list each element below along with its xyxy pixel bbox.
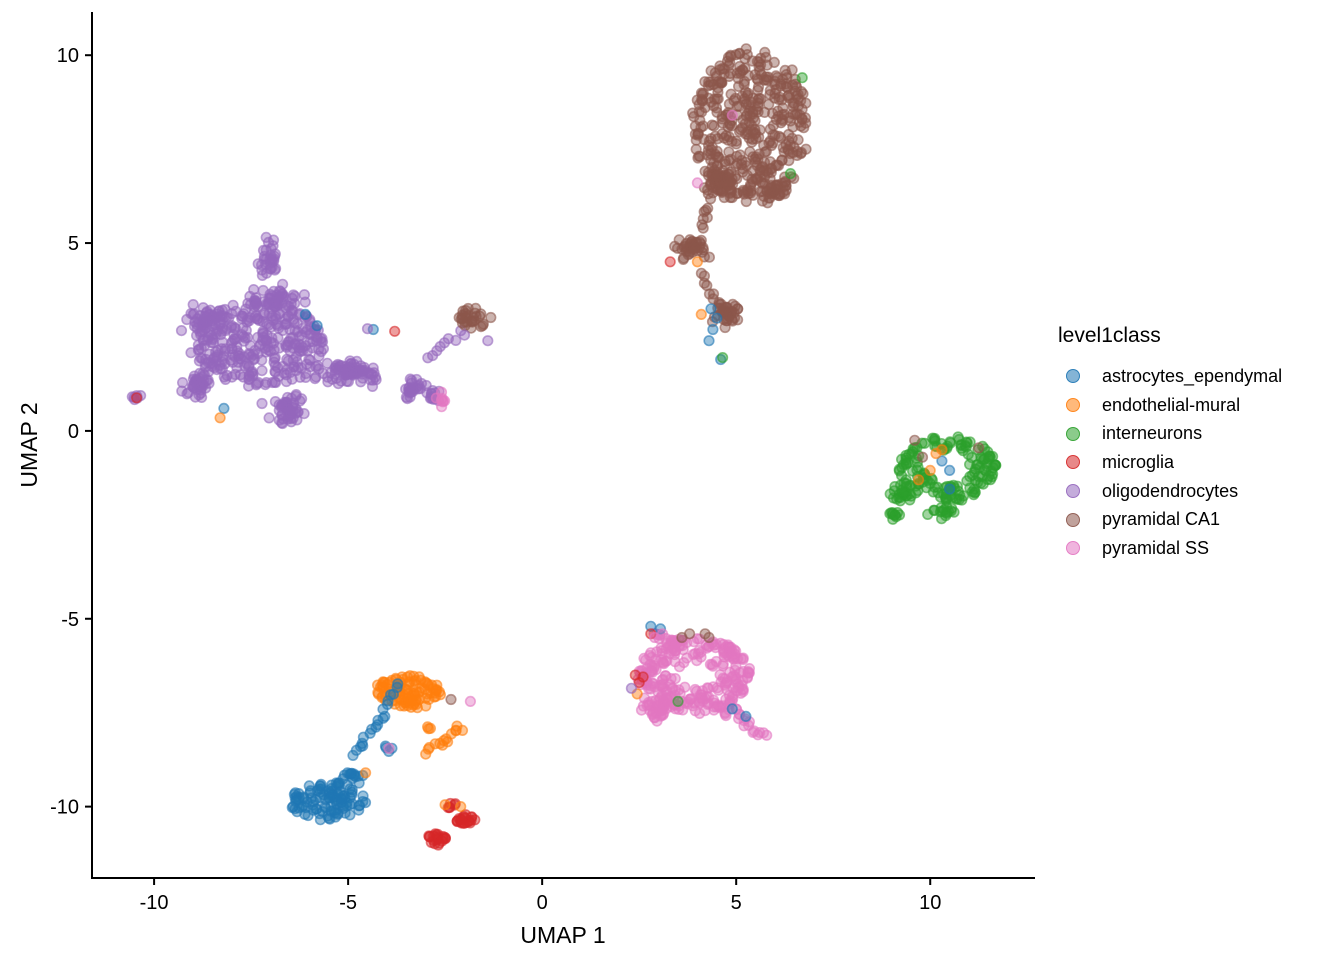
- cluster-points: [126, 43, 1002, 851]
- legend-dot-icon: [1066, 398, 1080, 413]
- legend-item: pyramidal SS: [1056, 534, 1282, 563]
- x-axis-label: UMAP 1: [520, 922, 605, 948]
- legend-item-label: pyramidal SS: [1102, 537, 1210, 558]
- legend-item-label: oligodendrocytes: [1102, 480, 1239, 501]
- legend-dot-icon: [1066, 512, 1080, 527]
- y-axis-label: UMAP 2: [16, 402, 42, 487]
- legend-item-label: microglia: [1102, 451, 1175, 472]
- legend-item-list: astrocytes_ependymal endothelial-mural int…: [1056, 362, 1282, 563]
- legend-item-label: interneurons: [1102, 423, 1203, 444]
- svg-text:-5: -5: [339, 892, 357, 914]
- legend-item: astrocytes_ependymal: [1056, 362, 1282, 391]
- legend-item: endothelial-mural: [1056, 391, 1282, 420]
- legend-dot-icon: [1066, 541, 1080, 556]
- legend-item-label: astrocytes_ependymal: [1102, 365, 1283, 386]
- svg-text:0: 0: [537, 892, 548, 914]
- svg-text:5: 5: [68, 233, 79, 255]
- svg-text:10: 10: [57, 45, 79, 67]
- svg-text:-10: -10: [50, 797, 79, 819]
- y-axis-ticks: -10 -5 0 5 10: [50, 45, 92, 819]
- legend-dot-icon: [1066, 369, 1080, 384]
- legend-item: pyramidal CA1: [1056, 505, 1282, 534]
- legend-item-label: pyramidal CA1: [1102, 509, 1221, 530]
- legend-dot-icon: [1066, 484, 1080, 499]
- svg-text:10: 10: [919, 892, 941, 914]
- x-axis-ticks: -10 -5 0 5 10: [140, 878, 941, 914]
- legend-dot-icon: [1066, 426, 1080, 441]
- svg-text:5: 5: [731, 892, 742, 914]
- svg-text:-5: -5: [61, 609, 79, 631]
- outlier-points: [131, 72, 985, 813]
- legend-item-label: endothelial-mural: [1102, 394, 1241, 415]
- legend-dot-icon: [1066, 455, 1080, 470]
- legend-item: oligodendrocytes: [1056, 477, 1282, 506]
- legend-item: microglia: [1056, 448, 1282, 477]
- svg-text:-10: -10: [140, 892, 169, 914]
- legend: level1class astrocytes_ependymal endothel…: [1056, 324, 1282, 563]
- svg-text:0: 0: [68, 421, 79, 443]
- legend-title: level1class: [1058, 324, 1161, 347]
- legend-item: interneurons: [1056, 419, 1282, 448]
